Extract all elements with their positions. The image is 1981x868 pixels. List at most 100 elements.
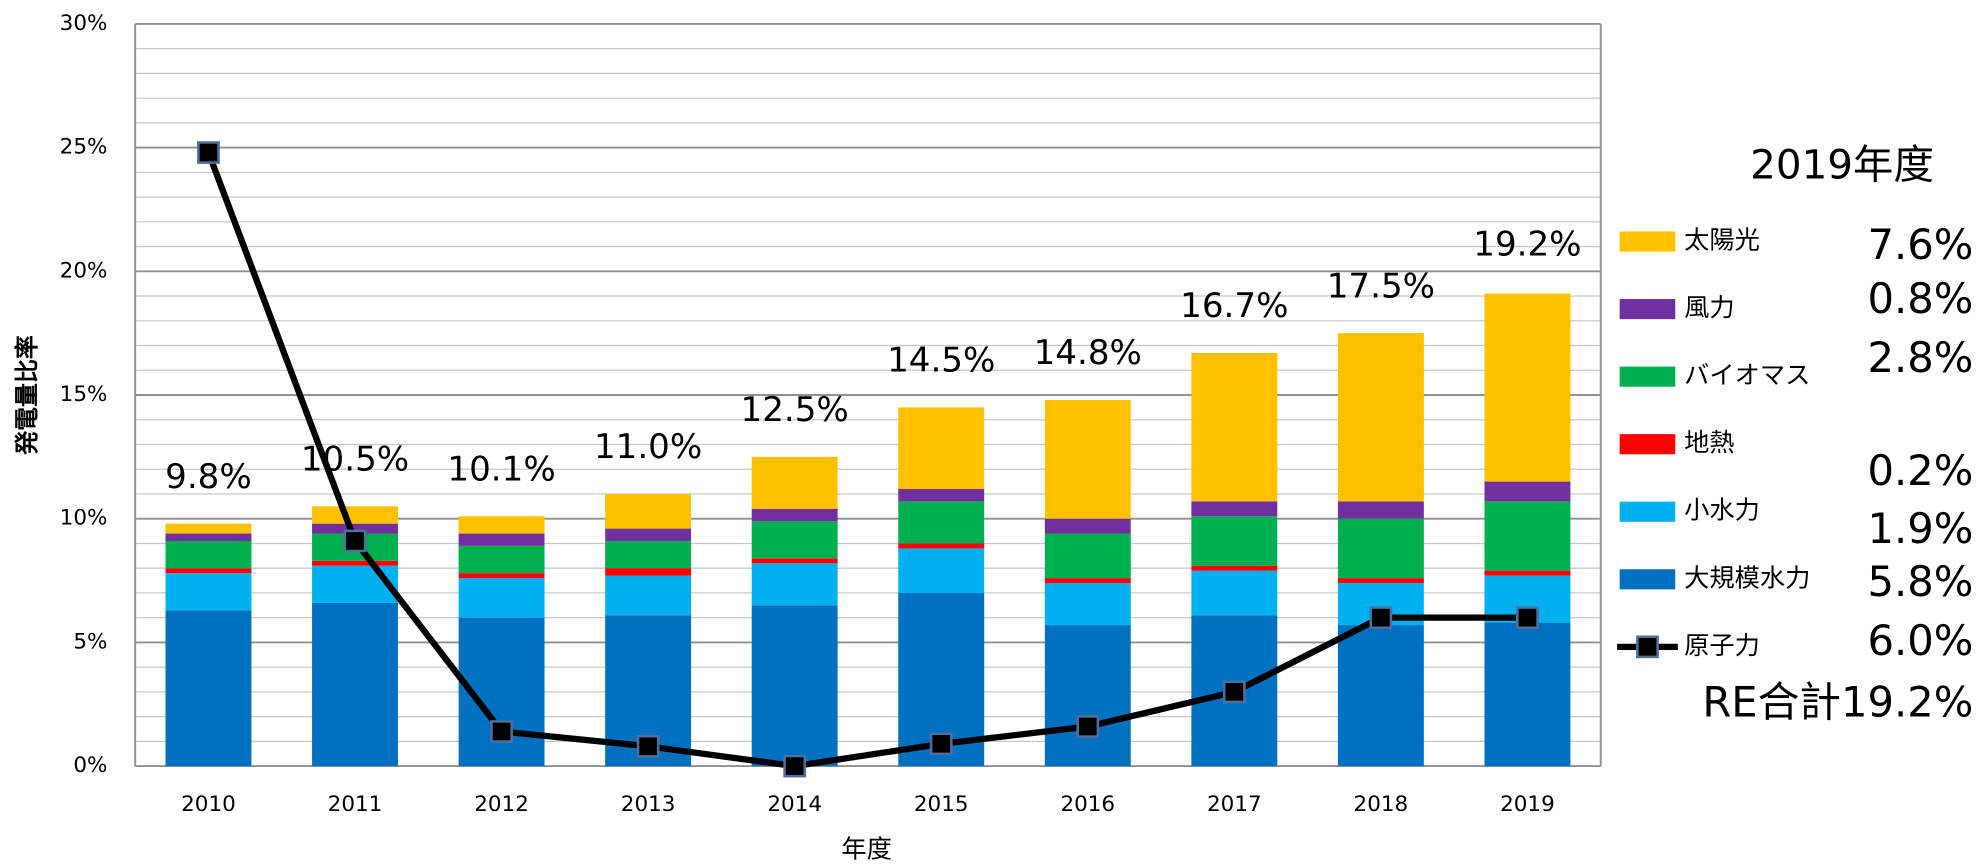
y-tick-label: 5%	[73, 629, 107, 654]
x-tick-label: 2014	[767, 792, 822, 817]
bar-segment	[458, 516, 545, 534]
line-marker	[636, 734, 660, 758]
legend-label: 太陽光	[1684, 226, 1760, 255]
x-axis-title: 年度	[841, 834, 892, 863]
line-marker	[1516, 606, 1539, 629]
bar-segment	[605, 575, 692, 616]
y-tick-label: 30%	[60, 11, 108, 36]
side-value: 7.6%	[1868, 220, 1974, 269]
bar-segment	[1484, 570, 1571, 576]
x-tick-label: 2013	[621, 792, 676, 817]
line-marker	[1076, 715, 1100, 738]
bar-segment	[898, 543, 985, 549]
total-label: 14.8%	[1034, 333, 1142, 373]
bar-segment	[165, 533, 252, 541]
x-tick-label: 2017	[1207, 792, 1262, 817]
bar-segment	[1484, 293, 1571, 482]
bar-segment	[898, 489, 985, 502]
bar-segment	[1044, 399, 1131, 519]
line-marker	[783, 754, 807, 778]
side-value: 2.8%	[1868, 333, 1974, 382]
side-value: 0.2%	[1868, 446, 1974, 495]
line-marker	[490, 720, 513, 743]
legend-label: 小水力	[1684, 496, 1760, 525]
legend-marker	[1636, 635, 1659, 659]
bar-segment	[1337, 625, 1424, 767]
bar-segment	[312, 506, 398, 524]
line-marker	[1369, 606, 1393, 629]
bar-segment	[1191, 565, 1278, 571]
bar-segment	[312, 560, 398, 566]
bar-segment	[1191, 570, 1278, 616]
legend-label: バイオマス	[1684, 361, 1810, 390]
bar-segment	[458, 533, 545, 546]
total-label: 16.7%	[1180, 286, 1288, 326]
bar-segment	[1044, 533, 1131, 579]
bar-segment	[898, 407, 985, 490]
line-marker	[197, 141, 220, 164]
total-label: 14.5%	[887, 341, 995, 381]
bar-segment	[605, 540, 692, 569]
line-marker	[929, 732, 953, 756]
bar-segment	[898, 501, 985, 544]
bar-segment	[751, 508, 838, 522]
x-tick-label: 2018	[1354, 792, 1409, 817]
y-axis-title: 発電量比率	[13, 335, 41, 455]
bar-segment	[1044, 625, 1131, 767]
x-tick-label: 2010	[181, 792, 236, 817]
x-tick-label: 2019	[1500, 792, 1555, 817]
bar-segment	[751, 521, 838, 559]
bar-segment	[1484, 481, 1571, 502]
bar-segment	[165, 610, 252, 767]
bar-segment	[312, 523, 398, 534]
total-label: 19.2%	[1473, 224, 1581, 264]
legend-swatch	[1619, 366, 1676, 387]
legend-label: 原子力	[1684, 631, 1760, 660]
y-tick-label: 10%	[60, 506, 108, 531]
side-value: 6.0%	[1868, 616, 1974, 665]
bar-segment	[165, 523, 252, 534]
total-label: 17.5%	[1327, 266, 1435, 306]
legend-swatch	[1619, 299, 1676, 320]
total-label: 9.8%	[165, 457, 252, 497]
bar-segment	[1044, 578, 1131, 584]
line-marker	[343, 529, 367, 553]
bar-segment	[1337, 501, 1424, 519]
side-title: 2019年度	[1750, 141, 1934, 188]
legend-swatch	[1619, 569, 1676, 590]
bar-segment	[165, 568, 252, 574]
legend-swatch	[1619, 501, 1676, 522]
total-label: 11.0%	[594, 427, 702, 467]
bar-segment	[1044, 518, 1131, 534]
x-tick-label: 2012	[474, 792, 529, 817]
bar-segment	[751, 558, 838, 564]
legend-swatch	[1619, 231, 1676, 252]
bar-segment	[1191, 352, 1278, 502]
y-tick-label: 25%	[60, 135, 108, 160]
y-tick-label: 15%	[60, 382, 108, 407]
side-value: 1.9%	[1868, 504, 1974, 553]
y-tick-label: 0%	[73, 753, 107, 778]
bar-segment	[1337, 518, 1424, 579]
bar-segment	[165, 573, 252, 611]
total-label: 10.1%	[447, 449, 555, 489]
bar-segment	[1337, 333, 1424, 502]
bar-segment	[1191, 516, 1278, 566]
legend-swatch	[1619, 434, 1676, 455]
x-tick-label: 2011	[328, 792, 383, 817]
side-value: 5.8%	[1868, 557, 1974, 606]
bar-segment	[458, 545, 545, 574]
bar-segment	[751, 456, 838, 509]
bar-segment	[165, 540, 252, 569]
bar-segment	[458, 578, 545, 618]
bar-segment	[605, 568, 692, 576]
bar-segment	[751, 563, 838, 606]
line-marker	[1222, 680, 1246, 704]
total-label: 12.5%	[741, 390, 849, 430]
side-value: 0.8%	[1868, 274, 1974, 323]
side-total: RE合計19.2%	[1702, 678, 1973, 727]
y-tick-label: 20%	[60, 258, 108, 283]
bar-segment	[312, 565, 398, 603]
bar-segment	[458, 573, 545, 579]
